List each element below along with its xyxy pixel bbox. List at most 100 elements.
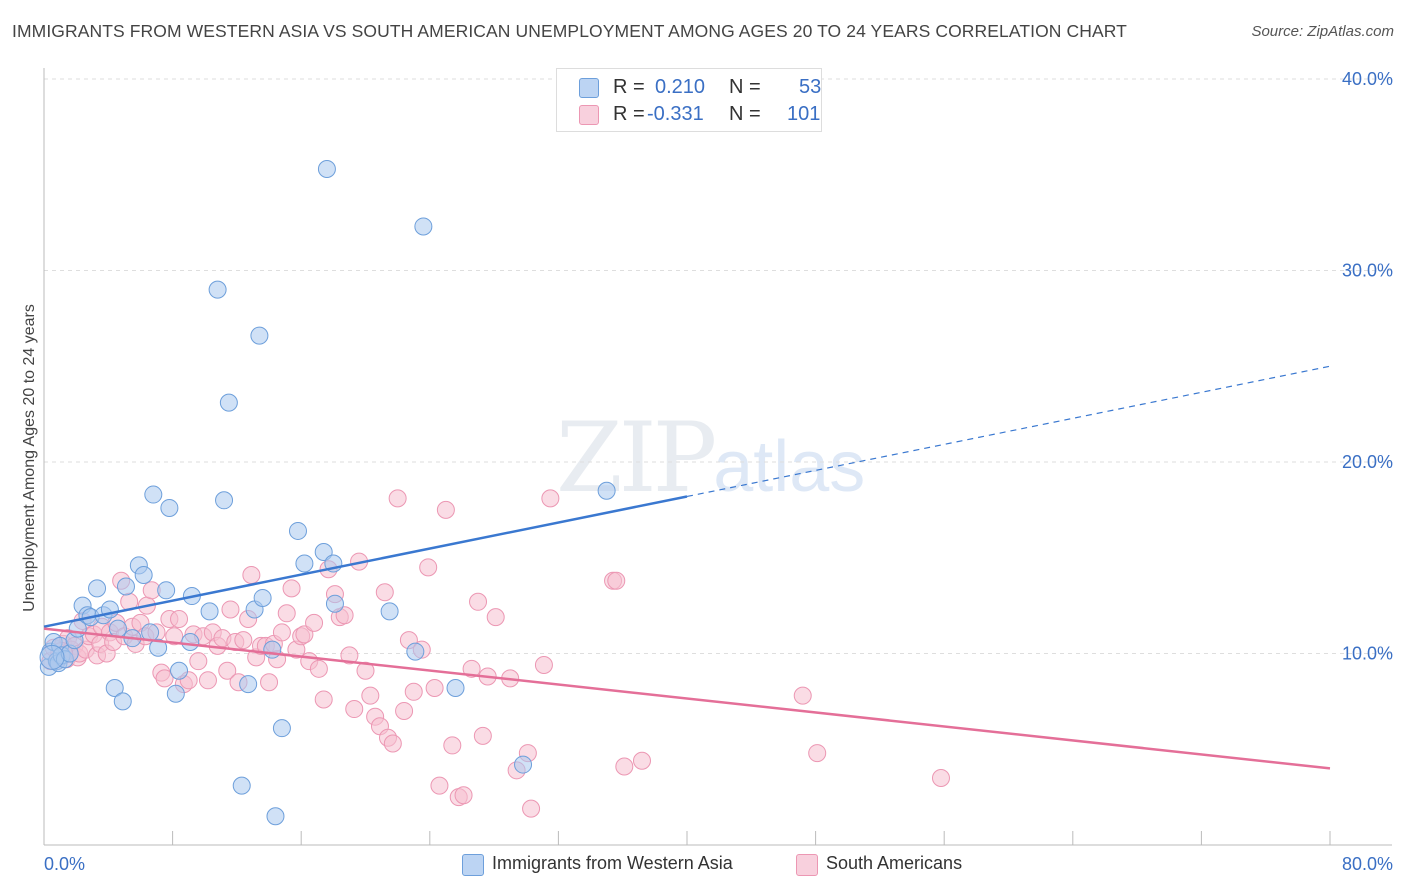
data-point-south-americans (607, 571, 626, 590)
data-point-western-asia (253, 588, 272, 607)
data-point-western-asia (166, 684, 185, 703)
data-point-western-asia (295, 554, 314, 573)
tick-labels: 10.0% 20.0% 30.0% 40.0% 0.0% 80.0% (44, 69, 1393, 874)
trend-line-south-americans (43, 627, 1331, 770)
series-western-asia-points (39, 160, 616, 826)
data-point-south-americans (198, 671, 217, 690)
data-point-south-americans (383, 734, 402, 753)
x-tick-label: 80.0% (1342, 854, 1393, 874)
data-point-south-americans (395, 701, 414, 720)
data-point-western-asia (414, 217, 433, 236)
data-point-western-asia (314, 543, 333, 562)
legend-series-name: South Americans (826, 853, 963, 873)
data-point-south-americans (522, 799, 541, 818)
data-point-south-americans (314, 690, 333, 709)
data-point-south-americans (419, 558, 438, 577)
data-point-western-asia (116, 577, 135, 596)
data-point-south-americans (808, 744, 827, 763)
data-point-south-americans (462, 659, 481, 678)
legend-swatch-pink (796, 854, 818, 876)
data-point-south-americans (282, 579, 301, 598)
chart-title: IMMIGRANTS FROM WESTERN ASIA VS SOUTH AM… (12, 21, 1127, 41)
data-point-western-asia (144, 485, 163, 504)
y-tick-label: 20.0% (1342, 452, 1393, 472)
data-point-south-americans (793, 686, 812, 705)
data-point-western-asia (446, 678, 465, 697)
data-point-western-asia (160, 498, 179, 517)
legend-n-value: 101 (787, 103, 821, 125)
data-point-south-americans (454, 786, 473, 805)
data-point-western-asia (239, 675, 258, 694)
trend-lines (43, 365, 1331, 770)
x-tick-label: 0.0% (44, 854, 85, 874)
data-point-western-asia (219, 393, 238, 412)
data-point-western-asia (149, 638, 168, 657)
data-point-south-americans (375, 583, 394, 602)
data-point-western-asia (317, 160, 336, 179)
legend-n-label: N = (729, 103, 761, 125)
legend-swatch-pink (579, 105, 599, 125)
data-point-south-americans (272, 623, 291, 642)
data-point-south-americans (425, 678, 444, 697)
data-point-south-americans (309, 659, 328, 678)
data-point-south-americans (361, 686, 380, 705)
data-point-western-asia (325, 594, 344, 613)
data-point-western-asia (514, 755, 533, 774)
data-point-south-americans (234, 631, 253, 650)
legend-n-label: N = (729, 76, 761, 98)
data-point-western-asia (597, 481, 616, 500)
data-point-western-asia (288, 521, 307, 540)
data-point-south-americans (345, 700, 364, 719)
data-point-south-americans (436, 500, 455, 519)
axes (43, 68, 1392, 846)
legend-n-value: 53 (799, 76, 822, 98)
data-point-western-asia (108, 619, 127, 638)
legend-r-value: 0.210 (655, 76, 706, 98)
data-point-south-americans (155, 669, 174, 688)
data-point-western-asia (250, 326, 269, 345)
legend-swatch-blue (579, 78, 599, 98)
data-point-south-americans (486, 608, 505, 627)
data-point-south-americans (473, 726, 492, 745)
legend-series-name: Immigrants from Western Asia (492, 853, 733, 873)
trend-line-western-asia-projection (686, 365, 1331, 498)
data-point-western-asia (232, 776, 251, 795)
y-tick-label: 30.0% (1342, 261, 1393, 281)
data-point-south-americans (242, 565, 261, 584)
legend-r-label: R = (613, 103, 645, 125)
data-point-western-asia (215, 491, 234, 510)
data-point-western-asia (380, 602, 399, 621)
y-tick-label: 10.0% (1342, 644, 1393, 664)
data-point-south-americans (305, 613, 324, 632)
data-point-south-americans (260, 673, 279, 692)
grid-lines (44, 78, 1392, 654)
y-axis-title: Unemployment Among Ages 20 to 24 years (21, 304, 38, 612)
data-point-south-americans (534, 655, 553, 674)
data-point-south-americans (170, 610, 189, 629)
data-point-western-asia (406, 642, 425, 661)
data-point-south-americans (541, 489, 560, 508)
trend-line-western-asia (43, 495, 688, 628)
watermark-atlas: atlas (713, 427, 866, 507)
data-point-western-asia (208, 280, 227, 299)
data-point-western-asia (113, 692, 132, 711)
data-point-western-asia (134, 565, 153, 584)
data-point-western-asia (105, 678, 124, 697)
data-point-south-americans (165, 627, 184, 646)
source-credit: Source: ZipAtlas.com (1251, 23, 1394, 40)
data-point-south-americans (295, 625, 314, 644)
legend-r-value: -0.331 (647, 103, 704, 125)
data-point-western-asia (266, 807, 285, 826)
data-point-south-americans (615, 757, 634, 776)
data-point-western-asia (200, 602, 219, 621)
data-point-western-asia (39, 644, 65, 670)
data-point-western-asia (181, 633, 200, 652)
y-tick-label: 40.0% (1342, 69, 1393, 89)
data-point-south-americans (218, 661, 237, 680)
data-point-south-americans (931, 768, 950, 787)
correlation-legend: R = 0.210 N = 53 R = -0.331 N = 101 (556, 68, 822, 132)
data-point-south-americans (404, 682, 423, 701)
data-point-south-americans (189, 652, 208, 671)
data-point-western-asia (170, 661, 189, 680)
